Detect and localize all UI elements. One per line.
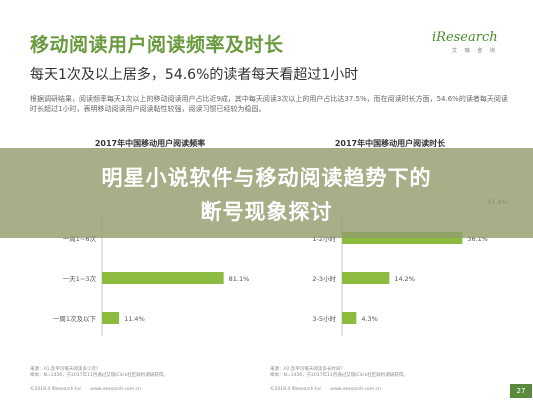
copyright-text: ©2018.4 iResearch Inc <box>270 387 322 392</box>
iresearch-logo: iResearch 艾 瑞 咨 询 <box>432 28 512 58</box>
site-url[interactable]: www.iresearch.com.cn <box>330 387 381 392</box>
slide-title: 移动阅读用户阅读频率及时长 <box>30 34 284 56</box>
footnote-right-sample: 样本：N=1456，于2017年11月通过艾瑞iClick社区联机调研获得。 <box>270 373 408 378</box>
frequency-category-label: 一天1~3次 <box>63 274 97 283</box>
frequency-value-label: 11.4% <box>124 315 145 323</box>
duration-bar <box>342 272 390 284</box>
site-url[interactable]: www.iresearch.com.cn <box>90 387 141 392</box>
frequency-chart-title: 2017年中国移动用户阅读频率 <box>94 139 206 148</box>
duration-value-label: 4.3% <box>361 315 378 323</box>
duration-value-label: 36.1% <box>467 235 488 243</box>
footnote-right: 来源：A2.您平均每天阅读多长时间？ 样本：N=1456，于2017年11月通过… <box>270 367 408 379</box>
banner-title-line-1: 明星小说软件与移动阅读趋势下的 <box>101 166 432 190</box>
frequency-category-label: 一周1次及以下 <box>53 314 97 323</box>
duration-category-label: 1-2小时 <box>312 234 336 243</box>
duration-value-label: 14.2% <box>394 275 415 283</box>
copyright-right: ©2018.4 iResearch Inc www.iresearch.com.… <box>270 387 381 392</box>
footnote-right-source: 来源：A2.您平均每天阅读多长时间？ <box>270 367 345 372</box>
footnote-left-sample: 样本：N=1456，于2017年11月通过艾瑞iClick社区联机调研获得。 <box>30 373 168 378</box>
frequency-bar <box>102 272 224 284</box>
slide-subtitle: 每天1次及以上居多，54.6%的读者每天看超过1小时 <box>30 67 359 83</box>
logo-subtext: 艾 瑞 咨 询 <box>452 48 498 54</box>
frequency-chart: 2017年中国移动用户阅读频率 一周1~6次 一天1~3次 81.1% 一周1次及以下… <box>30 138 270 360</box>
footnote-left-source: 来源：A1.您平均每天阅读多少次？ <box>30 367 101 372</box>
duration-category-label: 3-5小时 <box>312 314 336 323</box>
slide-body-text: 根据调研结果，阅读频率每天1次以上的移动阅读用户占比近9成，其中每天阅读3次以上… <box>30 95 508 113</box>
frequency-value-label: 81.1% <box>229 275 250 283</box>
copyright-left: ©2018.4 iResearch Inc www.iresearch.com.… <box>30 387 141 392</box>
frequency-category-label: 一周1~6次 <box>63 234 97 243</box>
page-number: 27 <box>510 384 532 398</box>
title-banner-overlay: 明星小说软件与移动阅读趋势下的 断号现象探讨 <box>0 148 533 238</box>
duration-bar <box>342 312 357 324</box>
copyright-text: ©2018.4 iResearch Inc <box>30 387 82 392</box>
frequency-bar <box>102 312 120 324</box>
duration-chart-title: 2017年中国移动用户阅读时长 <box>334 139 446 148</box>
banner-title-line-2: 断号现象探讨 <box>200 200 333 224</box>
logo-mark: iResearch <box>432 30 498 45</box>
duration-category-label: 2-3小时 <box>312 274 336 283</box>
footnote-left: 来源：A1.您平均每天阅读多少次？ 样本：N=1456，于2017年11月通过艾… <box>30 367 168 379</box>
